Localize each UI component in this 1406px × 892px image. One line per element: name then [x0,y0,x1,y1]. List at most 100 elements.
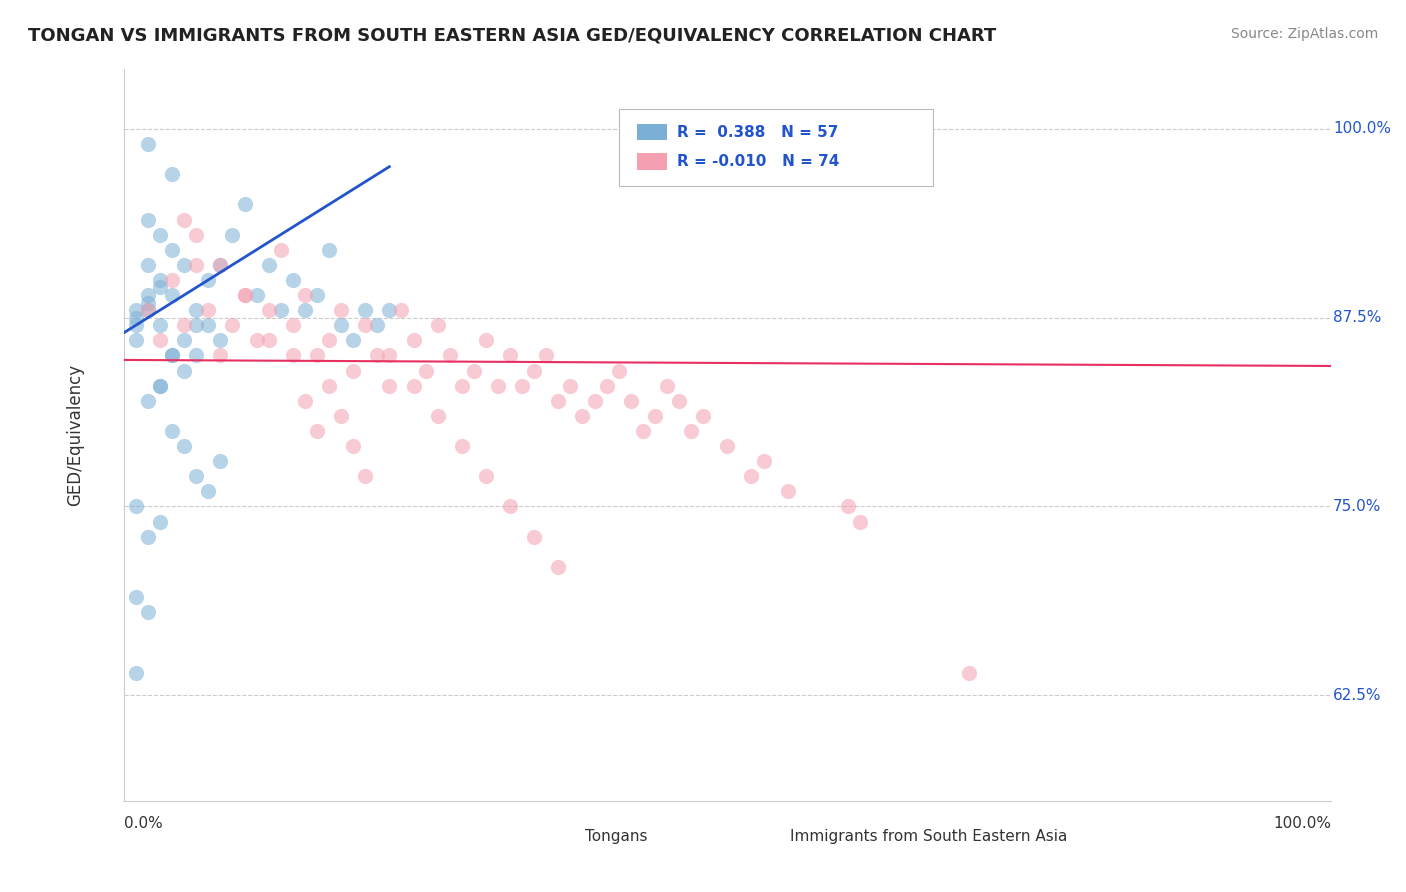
Point [631,424,654,438]
Point [257,258,280,272]
Point [426,318,449,333]
Point [486,378,509,392]
Point [246,334,269,348]
Point [197,303,219,318]
Point [342,439,364,453]
Point [136,288,159,302]
Point [136,530,159,544]
Point [149,227,172,242]
Point [776,484,799,499]
Point [160,348,183,362]
Point [378,303,401,318]
Point [173,258,195,272]
Point [378,378,401,392]
Point [342,334,364,348]
Point [125,334,148,348]
Point [125,665,148,680]
Point [257,303,280,318]
Point [160,273,183,287]
Point [149,378,172,392]
Point [668,393,690,408]
Point [186,227,208,242]
Point [246,288,269,302]
Point [173,212,195,227]
Point [595,378,617,392]
Point [342,363,364,377]
Point [450,378,472,392]
Point [136,605,159,619]
Point [125,318,148,333]
Point [330,318,353,333]
Point [149,378,172,392]
Point [221,227,243,242]
Point [281,273,304,287]
Point [318,378,340,392]
Text: 62.5%: 62.5% [1333,688,1382,703]
Point [125,310,148,325]
Point [149,318,172,333]
Point [378,348,401,362]
Point [257,334,280,348]
Point [149,280,172,294]
Point [197,318,219,333]
Point [294,288,316,302]
Point [957,665,980,680]
Point [173,363,195,377]
Text: 0.0%: 0.0% [124,816,163,831]
Point [160,288,183,302]
Point [330,409,353,423]
Point [149,273,172,287]
Point [136,258,159,272]
FancyBboxPatch shape [637,124,666,140]
Point [149,515,172,529]
Point [160,348,183,362]
Point [294,393,316,408]
Point [186,318,208,333]
Point [354,303,377,318]
Point [305,348,328,362]
Point [366,348,388,362]
Point [270,243,292,257]
Text: 75.0%: 75.0% [1333,499,1382,514]
FancyBboxPatch shape [637,153,666,169]
Point [294,303,316,318]
Point [740,469,762,483]
Point [136,295,159,310]
Point [439,348,461,362]
Point [233,197,256,211]
Point [644,409,666,423]
Point [136,136,159,151]
Point [186,469,208,483]
Point [450,439,472,453]
Point [209,258,232,272]
Point [136,393,159,408]
Point [221,318,243,333]
Point [160,167,183,181]
Point [197,484,219,499]
Point [655,378,678,392]
Point [620,393,643,408]
Point [173,334,195,348]
Point [305,424,328,438]
Text: R =  0.388   N = 57: R = 0.388 N = 57 [676,125,838,140]
Point [547,559,569,574]
Point [173,318,195,333]
Point [233,288,256,302]
Point [125,500,148,514]
Point [160,424,183,438]
Point [499,348,522,362]
Point [692,409,714,423]
Point [209,258,232,272]
Text: Tongans: Tongans [585,829,647,844]
Point [270,303,292,318]
Text: GED/Equivalency: GED/Equivalency [66,364,84,506]
Point [136,212,159,227]
Text: 100.0%: 100.0% [1272,816,1331,831]
Point [402,378,425,392]
Point [402,334,425,348]
Point [186,303,208,318]
Point [318,334,340,348]
Point [136,303,159,318]
Point [583,393,606,408]
FancyBboxPatch shape [547,827,576,845]
